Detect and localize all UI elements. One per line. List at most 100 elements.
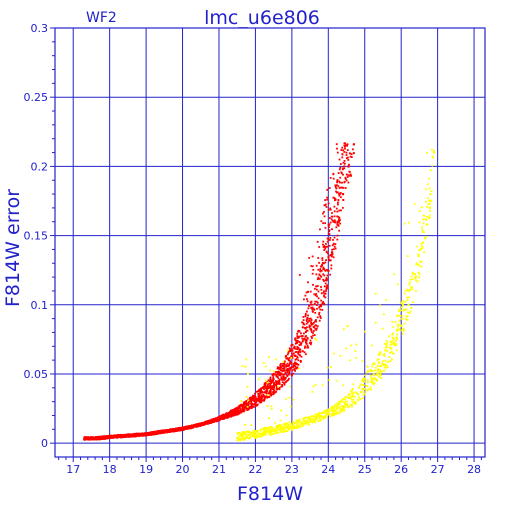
scatter-point [265, 391, 268, 394]
scatter-point [286, 371, 289, 374]
scatter-point [297, 350, 300, 353]
scatter-point [223, 416, 226, 419]
scatter-point [313, 308, 316, 311]
scatter-point [315, 300, 318, 303]
scatter-point [341, 168, 344, 171]
data-points [83, 142, 436, 442]
scatter-point [249, 400, 252, 402]
scatter-point [248, 434, 251, 436]
scatter-point [291, 369, 294, 372]
scatter-point [349, 359, 352, 362]
scatter-point [305, 421, 308, 424]
scatter-point [336, 238, 339, 241]
scatter-point [340, 172, 343, 175]
scatter-point [399, 314, 401, 317]
x-tick-label: 23 [285, 463, 299, 476]
scatter-point [337, 199, 340, 202]
scatter-point [412, 273, 414, 276]
scatter-point [308, 317, 311, 320]
scatter-point [335, 207, 338, 210]
scatter-point [285, 364, 288, 366]
scatter-point [290, 374, 293, 377]
scatter-point [369, 386, 372, 389]
scatter-point [310, 331, 313, 333]
scatter-point [408, 296, 411, 299]
scatter-point [316, 278, 319, 280]
scatter-point [421, 231, 424, 233]
scatter-point [248, 406, 251, 409]
scatter-point [282, 375, 285, 378]
scatter-point [331, 248, 333, 251]
scatter-point [427, 203, 430, 206]
scatter-point [306, 420, 309, 423]
scatter-point [291, 354, 294, 357]
scatter-point [221, 418, 224, 420]
scatter-point [279, 366, 282, 369]
scatter-point [355, 401, 357, 403]
scatter-point [324, 414, 327, 417]
scatter-point [347, 181, 350, 184]
scatter-point [401, 299, 404, 302]
scatter-point [338, 209, 341, 212]
scatter-point [287, 350, 290, 353]
scatter-point [322, 212, 324, 215]
scatter-point [341, 400, 344, 403]
scatter-point [404, 300, 407, 303]
scatter-point [370, 376, 373, 379]
scatter-point [356, 398, 359, 401]
scatter-point [287, 428, 290, 431]
scatter-point [352, 391, 355, 394]
scatter-point [337, 403, 340, 406]
scatter-point [149, 433, 152, 436]
scatter-point [291, 429, 293, 431]
scatter-point [326, 237, 329, 240]
scatter-point [273, 389, 276, 392]
scatter-point [423, 214, 426, 217]
data-point [422, 241, 425, 244]
scatter-point [401, 332, 404, 335]
scatter-point [291, 356, 294, 359]
scatter-point [296, 336, 299, 338]
scatter-point [312, 420, 315, 423]
scatter-point [316, 295, 318, 298]
scatter-point [385, 339, 388, 342]
scatter-point [244, 365, 247, 368]
scatter-point [338, 216, 341, 219]
scatter-point [393, 344, 396, 347]
scatter-point [279, 429, 282, 432]
scatter-point [338, 192, 340, 195]
scatter-point [318, 311, 321, 314]
scatter-point [280, 427, 283, 430]
scatter-point [390, 347, 393, 350]
scatter-point [424, 218, 427, 220]
scatter-point [217, 417, 220, 419]
scatter-point [250, 397, 253, 400]
scatter-point [300, 332, 302, 335]
scatter-point [247, 404, 250, 407]
scatter-point [179, 428, 182, 431]
x-tick-label: 25 [358, 463, 372, 476]
scatter-point [314, 327, 317, 330]
scatter-point [287, 427, 289, 429]
scatter-point [332, 173, 335, 176]
scatter-point [312, 330, 315, 332]
scatter-point [253, 392, 256, 395]
scatter-point [325, 259, 327, 262]
scatter-point [102, 436, 104, 438]
scatter-point [321, 259, 324, 261]
scatter-point [337, 218, 340, 221]
scatter-point [287, 369, 289, 372]
scatter-point [275, 390, 277, 393]
scatter-point [97, 436, 100, 439]
data-point [290, 425, 294, 428]
scatter-point [378, 375, 380, 378]
data-point [126, 435, 130, 438]
scatter-point [299, 360, 302, 362]
scatter-point [324, 204, 327, 207]
scatter-point [287, 352, 290, 354]
scatter-point [428, 199, 431, 202]
scatter-point [294, 347, 297, 350]
scatter-point [392, 352, 394, 355]
data-point [254, 433, 257, 437]
scatter-point [120, 435, 123, 438]
